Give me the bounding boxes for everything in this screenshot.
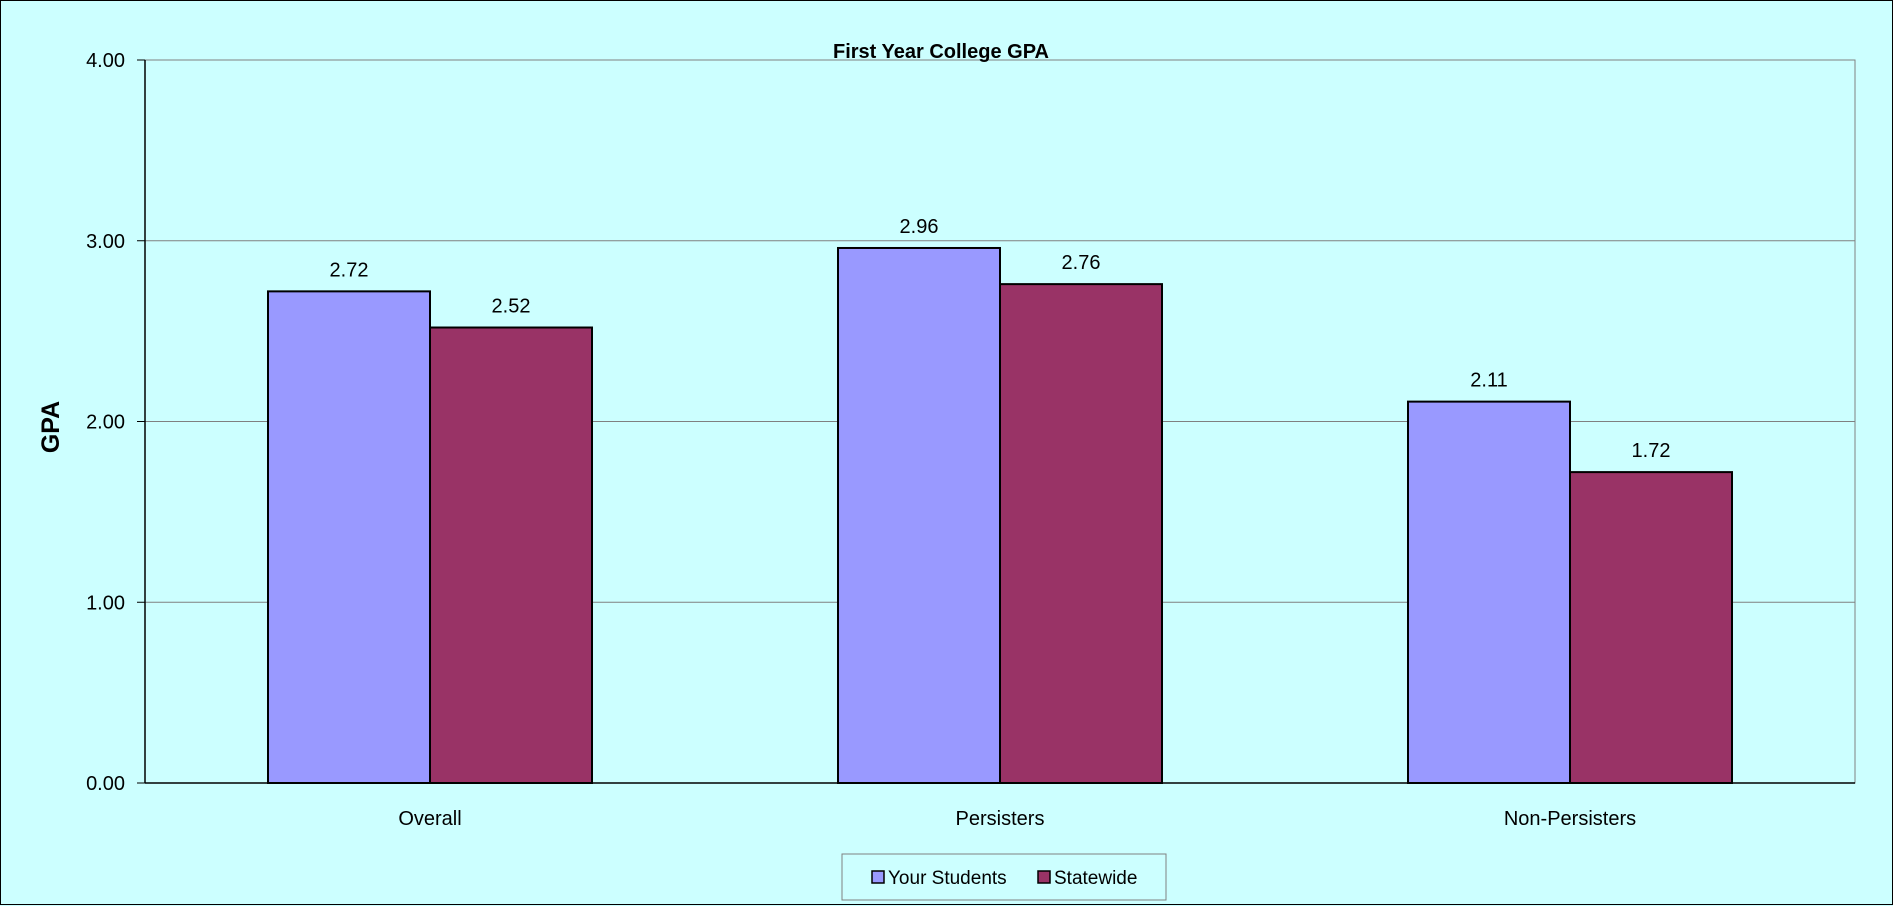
- chart-title: First Year College GPA: [833, 41, 1049, 63]
- data-label: 2.11: [1470, 370, 1507, 392]
- bar-statewide-non-persisters: [1570, 472, 1732, 783]
- legend: Your Students Statewide: [842, 854, 1166, 900]
- y-tick-label: 3.00: [86, 231, 125, 253]
- bar-statewide-persisters: [1000, 284, 1162, 783]
- x-category-label: Persisters: [956, 808, 1045, 830]
- legend-swatch-statewide: [1038, 871, 1050, 883]
- data-label: 2.72: [330, 259, 369, 281]
- y-tick-label: 1.00: [86, 592, 125, 614]
- legend-label-your-students: Your Students: [888, 868, 1007, 889]
- data-label: 2.76: [1062, 252, 1101, 274]
- y-axis-label: GPA: [37, 401, 65, 453]
- x-category-label: Overall: [398, 808, 461, 830]
- legend-label-statewide: Statewide: [1054, 868, 1137, 889]
- data-label: 2.52: [492, 296, 531, 318]
- x-category-label: Non-Persisters: [1504, 808, 1636, 830]
- legend-swatch-your-students: [872, 871, 884, 883]
- data-label: 1.72: [1632, 440, 1671, 462]
- y-tick-label: 2.00: [86, 412, 125, 434]
- bar-your-students-non-persisters: [1408, 402, 1570, 783]
- bar-your-students-overall: [268, 291, 430, 783]
- data-label: 2.96: [900, 216, 939, 238]
- bar-statewide-overall: [430, 328, 592, 783]
- bar-your-students-persisters: [838, 248, 1000, 783]
- y-tick-label: 0.00: [86, 773, 125, 795]
- y-tick-label: 4.00: [86, 50, 125, 72]
